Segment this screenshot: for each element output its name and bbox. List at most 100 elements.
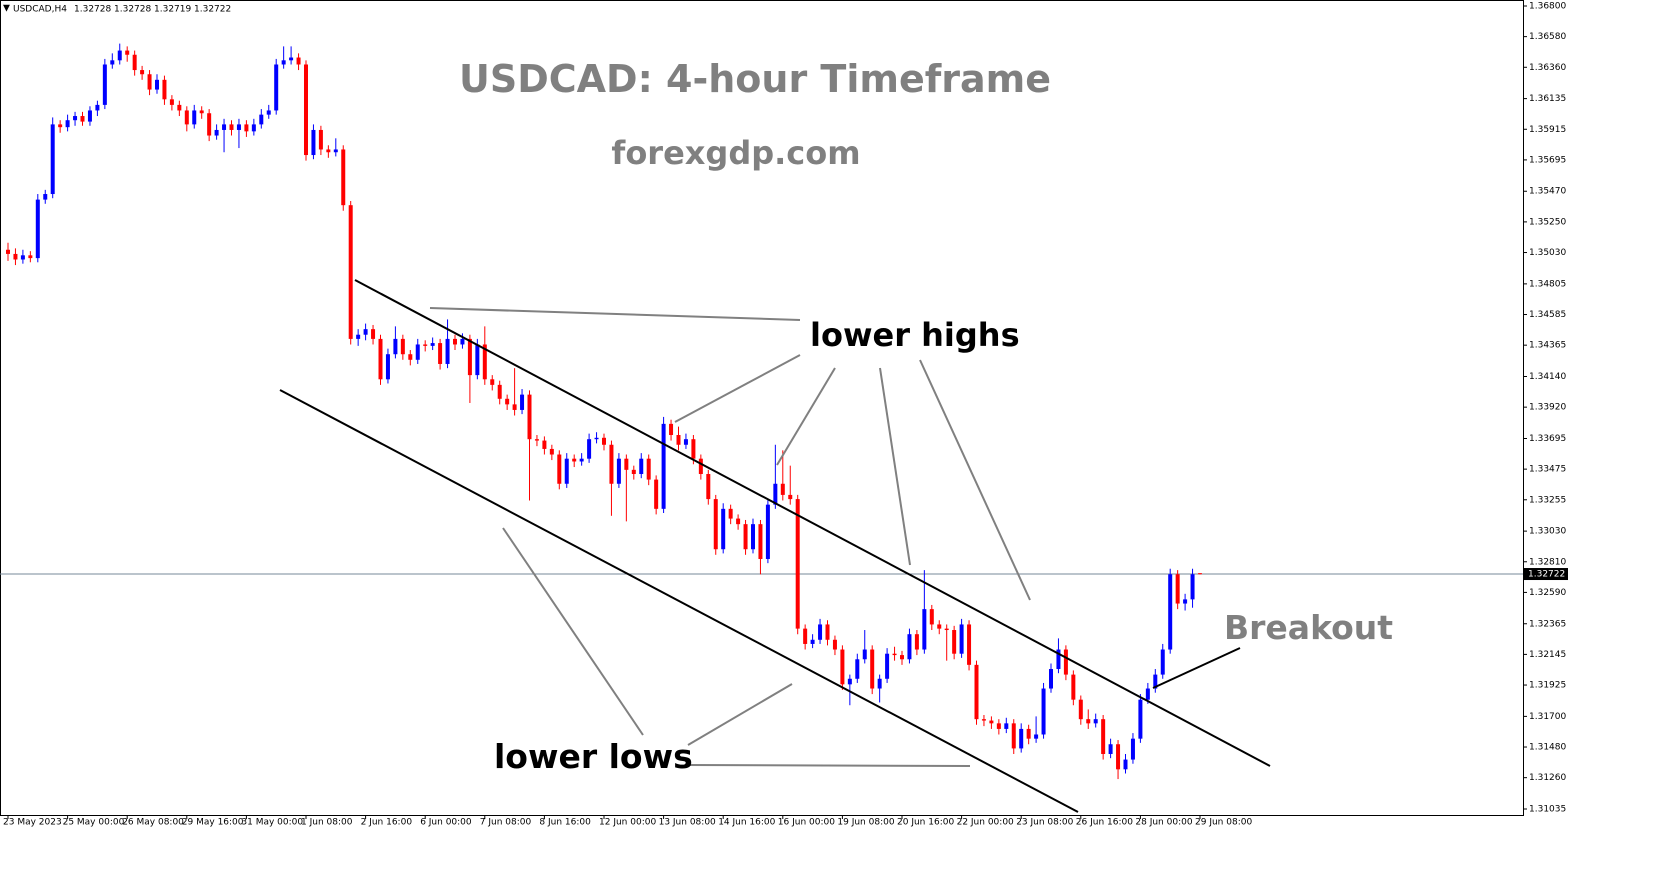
candle-body xyxy=(125,50,130,55)
candle-body xyxy=(1019,728,1024,749)
candle-body xyxy=(475,344,480,376)
y-tick-label: 1.32810 xyxy=(1529,557,1566,567)
y-tick-label: 1.35030 xyxy=(1529,248,1566,258)
candle-body xyxy=(609,444,614,484)
y-tick-label: 1.36135 xyxy=(1529,94,1566,104)
y-tick-label: 1.33255 xyxy=(1529,495,1566,505)
candle-body xyxy=(1175,574,1180,604)
candle-body xyxy=(356,334,361,339)
candle-body xyxy=(937,624,942,629)
y-tick-label: 1.36800 xyxy=(1529,1,1566,11)
x-tick-label: 12 Jun 00:00 xyxy=(599,818,656,828)
candle-body xyxy=(65,120,70,128)
candle-body xyxy=(669,423,674,436)
candle-body xyxy=(631,469,636,475)
candle-body xyxy=(1190,574,1195,600)
candle-body xyxy=(1101,719,1106,754)
candle-body xyxy=(244,124,249,132)
candle-body xyxy=(162,79,167,100)
y-tick-label: 1.34585 xyxy=(1529,310,1566,320)
candle-body xyxy=(1041,688,1046,735)
candle-body xyxy=(147,74,152,90)
x-tick-label: 6 Jun 00:00 xyxy=(420,818,472,828)
candle-body xyxy=(952,630,957,654)
candle-body xyxy=(311,129,316,156)
channel-lower xyxy=(279,389,1079,813)
y-tick-label: 1.32145 xyxy=(1529,650,1566,660)
channel-upper xyxy=(354,279,1271,767)
candle-body xyxy=(1086,719,1091,724)
price-tag-label: 1.32722 xyxy=(1528,570,1565,580)
breakout-pointer xyxy=(1152,647,1241,689)
candle-body xyxy=(1145,688,1150,700)
candle-body xyxy=(706,474,711,500)
candle-body xyxy=(587,439,592,459)
candle-body xyxy=(758,524,763,559)
y-tick-label: 1.31700 xyxy=(1529,712,1566,722)
candle-body xyxy=(646,458,651,480)
candle-body xyxy=(326,149,331,153)
candle-body xyxy=(639,458,644,475)
candle-body xyxy=(80,116,85,122)
header-ohlc: 1.32728 xyxy=(114,5,151,15)
candle-body xyxy=(140,70,145,75)
chart-subtitle: forexgdp.com xyxy=(611,134,860,172)
candle-body xyxy=(236,124,241,130)
candle-body xyxy=(1130,738,1135,760)
x-tick-label: 1 Jun 08:00 xyxy=(301,818,353,828)
candle-body xyxy=(736,518,741,525)
pointer-line xyxy=(919,359,1031,601)
y-tick-label: 1.33475 xyxy=(1529,465,1566,475)
candle-body xyxy=(415,344,420,360)
y-tick-label: 1.34140 xyxy=(1529,372,1566,382)
candle-body xyxy=(602,437,606,445)
candle-body xyxy=(1093,719,1098,724)
candle-body xyxy=(728,508,733,519)
candle-body xyxy=(900,655,904,660)
pointer-line xyxy=(687,764,971,767)
candle-body xyxy=(28,255,33,259)
candle-body xyxy=(102,64,107,105)
candle-body xyxy=(922,609,927,650)
candle-body xyxy=(460,338,465,345)
x-tick-label: 2 Jun 16:00 xyxy=(361,818,413,828)
candle-body xyxy=(564,458,569,484)
y-tick-label: 1.34805 xyxy=(1529,279,1566,289)
candle-body xyxy=(616,458,621,484)
candle-body xyxy=(870,649,875,689)
candle-body xyxy=(222,124,227,130)
candle-body xyxy=(698,458,703,475)
candle-body xyxy=(877,678,882,689)
candle-body xyxy=(1123,759,1128,770)
candle-body xyxy=(572,458,577,462)
candle-body xyxy=(199,110,204,114)
candle-body xyxy=(333,149,338,153)
candle-body xyxy=(1160,649,1165,675)
candle-body xyxy=(594,437,599,440)
y-tick-label: 1.35250 xyxy=(1529,217,1566,227)
y-tick-label: 1.33695 xyxy=(1529,434,1566,444)
candle-body xyxy=(907,634,912,660)
candle-body xyxy=(296,57,301,65)
candle-body xyxy=(169,99,174,105)
candle-body xyxy=(1183,599,1188,604)
candle-body xyxy=(408,354,413,360)
candle-body xyxy=(192,110,197,125)
candle-body xyxy=(1078,699,1083,720)
candle-body xyxy=(43,194,48,200)
candle-body xyxy=(155,79,159,90)
pointer-line xyxy=(687,683,793,746)
candle-body xyxy=(177,104,182,111)
x-tick-label: 14 Jun 16:00 xyxy=(718,818,775,828)
x-tick-label: 26 Jun 16:00 xyxy=(1076,818,1133,828)
candle-body xyxy=(751,524,755,550)
header-symbol: USDCAD,H4 xyxy=(13,5,67,15)
header-ohlc: 1.32722 xyxy=(194,5,231,15)
candle-body xyxy=(385,354,390,380)
x-tick-label: 28 Jun 00:00 xyxy=(1135,818,1192,828)
candle-body xyxy=(691,439,696,459)
x-tick-label: 19 Jun 08:00 xyxy=(837,818,894,828)
x-tick-label: 16 Jun 00:00 xyxy=(778,818,835,828)
